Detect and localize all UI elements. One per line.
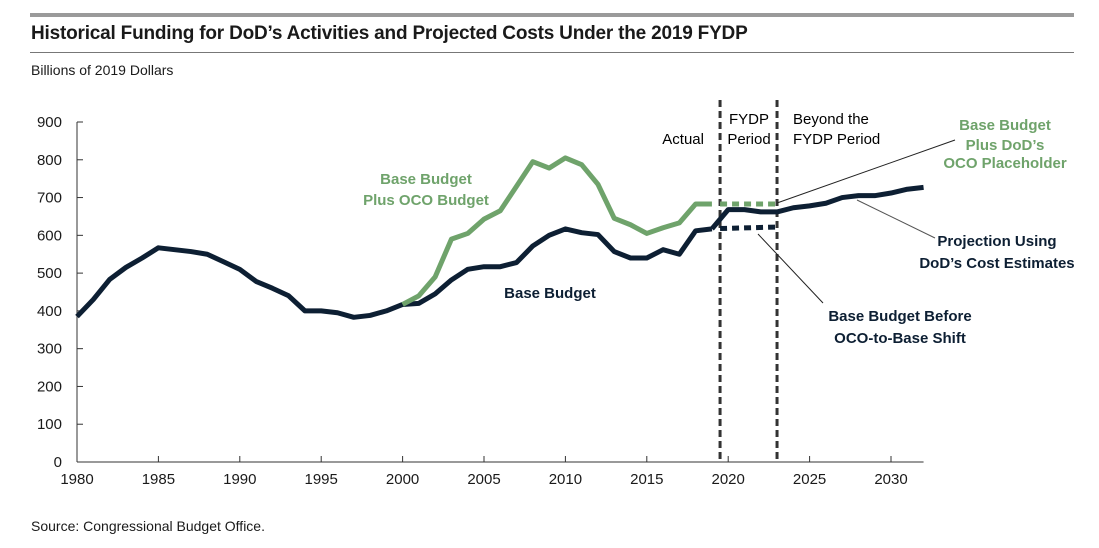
- period-beyond-line2: FYDP Period: [793, 131, 880, 148]
- y-tick-label: 800: [37, 152, 62, 169]
- x-tick-label: 1995: [305, 471, 338, 488]
- y-tick-label: 0: [54, 454, 62, 471]
- y-tick-label: 300: [37, 341, 62, 358]
- series-line-projection-using-dod-s-cost-estimates: [710, 184, 924, 231]
- top-rule: [30, 13, 1074, 17]
- chart-title: Historical Funding for DoD’s Activities …: [31, 23, 748, 44]
- label-projection-line1: Projection Using: [937, 233, 1056, 250]
- y-tick-label: 500: [37, 265, 62, 282]
- label-base: Base Budget: [504, 285, 596, 302]
- label-oco-line2: Plus OCO Budget: [363, 192, 489, 209]
- x-tick-label: 1990: [223, 471, 256, 488]
- title-rule: [30, 52, 1074, 53]
- period-actual: Actual: [662, 131, 704, 148]
- label-projection-line2: DoD’s Cost Estimates: [919, 255, 1074, 272]
- label-oco-line1: Base Budget: [380, 171, 472, 188]
- x-tick-label: 2010: [549, 471, 582, 488]
- x-tick-label: 2015: [630, 471, 663, 488]
- leader-before: [757, 233, 824, 304]
- source-note: Source: Congressional Budget Office.: [31, 518, 265, 534]
- y-tick-label: 900: [37, 114, 62, 131]
- period-beyond-line1: Beyond the: [793, 111, 869, 128]
- leader-projection: [856, 199, 936, 239]
- x-tick-label: 2020: [712, 471, 745, 488]
- series-line-base-budget-plus-oco-budget: [401, 155, 712, 307]
- label-placeholder-line1: Base Budget: [959, 117, 1051, 134]
- x-tick-label: 2030: [874, 471, 907, 488]
- series-line-base-budget: [75, 226, 713, 320]
- x-tick-label: 1980: [60, 471, 93, 488]
- x-tick-label: 1985: [142, 471, 175, 488]
- period-fydp-line1: FYDP: [729, 111, 769, 128]
- y-tick-label: 100: [37, 416, 62, 433]
- label-placeholder-line3: OCO Placeholder: [943, 155, 1067, 172]
- label-before-line1: Base Budget Before: [828, 308, 971, 325]
- x-tick-label: 2000: [386, 471, 419, 488]
- y-tick-label: 400: [37, 303, 62, 320]
- y-tick-label: 200: [37, 378, 62, 395]
- y-tick-label: 600: [37, 227, 62, 244]
- x-tick-label: 2025: [793, 471, 826, 488]
- leader-placeholder: [776, 139, 956, 204]
- period-fydp-line2: Period: [727, 131, 770, 148]
- label-before-line2: OCO-to-Base Shift: [834, 330, 966, 347]
- x-tick-label: 2005: [467, 471, 500, 488]
- y-tick-label: 700: [37, 190, 62, 207]
- label-placeholder-line2: Plus DoD’s: [966, 137, 1045, 154]
- y-axis-label: Billions of 2019 Dollars: [31, 62, 174, 78]
- series-line-base-budget-before-oco-to-base-shift: [719, 224, 778, 232]
